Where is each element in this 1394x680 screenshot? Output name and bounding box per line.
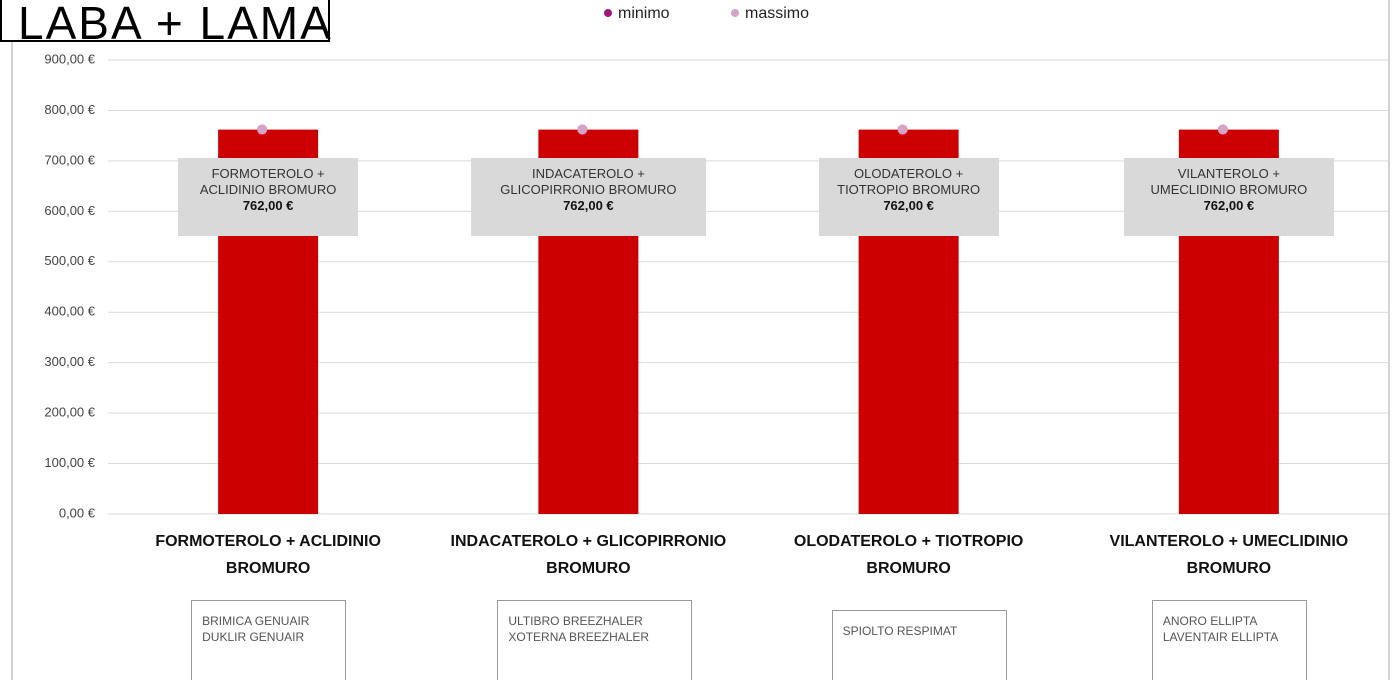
x-tick-label: OLODATEROLO + TIOTROPIO BROMURO [793,533,1024,577]
y-tick-label: 900,00 € [44,51,95,66]
data-label: INDACATEROLO + GLICOPIRRONIO BROMURO 762,… [470,158,706,236]
data-label-category: VILANTEROLO + UMECLIDINIO BROMURO [1150,166,1308,197]
dot-marker [1217,124,1228,135]
x-tick-label: VILANTEROLO + UMECLIDINIO BROMURO [1109,533,1349,577]
data-label-category: OLODATEROLO + TIOTROPIO BROMURO [837,166,981,197]
data-label: VILANTEROLO + UMECLIDINIO BROMURO 762,00 … [1123,158,1334,236]
data-label-value: 762,00 € [1203,198,1255,213]
legend-marker [731,9,739,17]
data-label-value: 762,00 € [883,198,934,213]
data-label-category: FORMOTEROLO + ACLIDINIO BROMURO [199,166,337,197]
brand-name: DUKLIR GENUAIR [202,630,305,644]
legend-label: massimo [745,5,809,22]
dot-marker [897,124,908,135]
brand-box: BRIMICA GENUAIR DUKLIR GENUAIR [191,600,347,680]
brand-name: ULTIBRO BREEZHALER [508,614,643,628]
dot-marker [257,124,268,135]
legend-marker [604,9,612,17]
chart-title: LABA + LAMA [0,0,331,49]
brand-box: SPIOLTO RESPIMAT [831,610,1007,680]
legend-label: minimo [618,5,670,22]
brand-name: XOTERNA BREEZHALER [508,630,650,644]
x-tick-label: FORMOTEROLO + ACLIDINIO BROMURO [155,533,381,577]
brand-name: BRIMICA GENUAIR [202,614,310,628]
data-label: OLODATEROLO + TIOTROPIO BROMURO 762,00 € [818,158,999,236]
y-tick-label: 500,00 € [44,253,95,268]
data-label-value: 762,00 € [242,198,294,213]
brand-name: LAVENTAIR ELLIPTA [1162,630,1279,644]
x-tick-label: INDACATEROLO + GLICOPIRRONIO BROMURO [450,533,727,577]
dot-marker [577,124,588,135]
brand-box: ANORO ELLIPTA LAVENTAIR ELLIPTA [1151,600,1307,680]
y-tick-label: 400,00 € [44,304,95,319]
y-tick-label: 600,00 € [44,203,95,218]
data-label-value: 762,00 € [563,198,614,213]
brand-name: ANORO ELLIPTA [1162,614,1258,628]
y-tick-label: 0,00 € [59,505,96,520]
brand-box: ULTIBRO BREEZHALER XOTERNA BREEZHALER [497,600,693,680]
brand-name: SPIOLTO RESPIMAT [842,624,958,638]
y-tick-label: 300,00 € [44,354,95,369]
y-tick-label: 700,00 € [44,152,95,167]
data-label-category: INDACATEROLO + GLICOPIRRONIO BROMURO [500,166,677,197]
y-tick-label: 100,00 € [44,455,95,470]
y-tick-label: 200,00 € [44,405,95,420]
data-label: FORMOTEROLO + ACLIDINIO BROMURO 762,00 € [178,158,359,236]
y-tick-label: 800,00 € [44,102,95,117]
